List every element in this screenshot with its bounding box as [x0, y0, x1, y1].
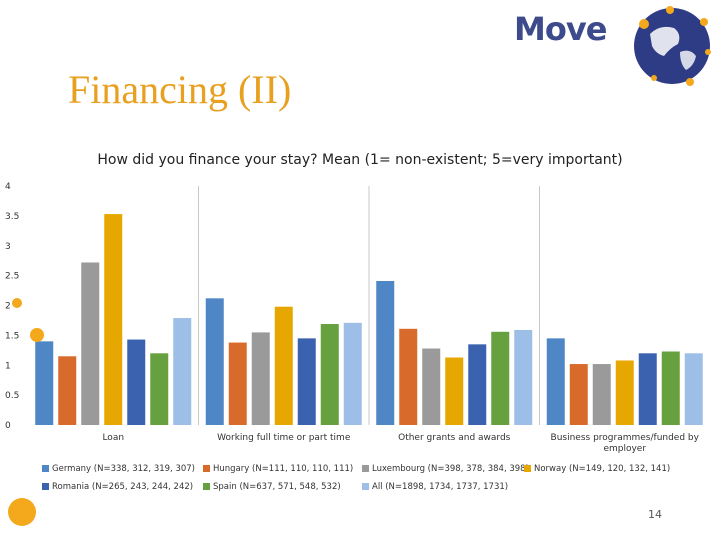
legend-item: All (N=1898, 1734, 1737, 1731) [362, 482, 508, 492]
legend-item: Norway (N=149, 120, 132, 141) [524, 464, 670, 474]
decorative-dot [8, 498, 36, 526]
legend-item: Hungary (N=111, 110, 110, 111) [203, 464, 353, 474]
y-tick-label: 3 [5, 242, 11, 252]
y-tick-label: 1.5 [5, 331, 19, 341]
legend-swatch [203, 465, 210, 472]
category-labels: Loan Working full time or part time Other … [102, 433, 699, 454]
y-tick-label: 2.5 [5, 272, 19, 282]
bar [58, 356, 77, 425]
legend-label: Romania (N=265, 243, 244, 242) [52, 482, 194, 492]
legend-label: Norway (N=149, 120, 132, 141) [534, 464, 671, 474]
legend-item: Spain (N=637, 571, 548, 532) [203, 482, 341, 492]
legend-swatch [362, 465, 369, 472]
y-axis: 0 0.5 1 1.5 2 2.5 3 3.5 4 [5, 182, 19, 431]
bar [638, 353, 657, 425]
bar [376, 281, 395, 425]
y-tick-label: 2 [5, 302, 11, 312]
y-tick-label: 0 [5, 421, 11, 431]
legend-label: Luxembourg (N=398, 378, 384, 398) [372, 464, 529, 474]
bar [205, 298, 224, 425]
legend-swatch [203, 483, 210, 490]
legend-label: Hungary (N=111, 110, 110, 111) [213, 464, 354, 474]
bar [343, 322, 362, 425]
page-number: 14 [648, 508, 662, 521]
bar [445, 357, 464, 425]
chart-title: How did you finance your stay? Mean (1= … [97, 152, 623, 168]
category-label: Business programmes/funded by employer [551, 433, 700, 454]
bar [399, 328, 418, 425]
legend-swatch [42, 465, 49, 472]
bars [35, 186, 703, 425]
legend-label: All (N=1898, 1734, 1737, 1731) [372, 482, 509, 492]
slide-title: Financing (II) [68, 67, 292, 112]
legend-label: Spain (N=637, 571, 548, 532) [213, 482, 341, 492]
y-tick-label: 4 [5, 182, 11, 192]
bar [320, 324, 339, 425]
bar [173, 318, 192, 425]
legend-item: Germany (N=338, 312, 319, 307) [42, 464, 195, 474]
y-tick-label: 3.5 [5, 212, 19, 222]
legend-item: Romania (N=265, 243, 244, 242) [42, 482, 193, 492]
bar [546, 338, 565, 425]
bar [615, 360, 634, 425]
globe-logo-icon [630, 4, 714, 88]
bar [661, 351, 680, 425]
y-tick-label: 0.5 [5, 391, 19, 401]
legend-swatch [524, 465, 531, 472]
bar [274, 306, 293, 425]
bar [592, 364, 611, 425]
bar [491, 331, 510, 425]
legend-label: Germany (N=338, 312, 319, 307) [52, 464, 195, 474]
bar [35, 341, 54, 425]
category-label: Loan [102, 433, 124, 443]
bar [81, 262, 100, 425]
category-label: Other grants and awards [398, 433, 511, 443]
logo-text: Move [514, 10, 607, 48]
decorative-dot [12, 298, 22, 308]
legend-swatch [362, 483, 369, 490]
legend-item: Luxembourg (N=398, 378, 384, 398) [362, 464, 529, 474]
bar [684, 353, 703, 425]
bar [104, 214, 123, 425]
bar [468, 344, 487, 425]
decorative-dot [30, 328, 44, 342]
bar [422, 348, 441, 425]
bar [127, 339, 146, 425]
bar [514, 329, 533, 425]
bar [228, 342, 247, 425]
bar [150, 353, 169, 425]
category-label: Working full time or part time [217, 433, 351, 443]
legend-swatch [42, 483, 49, 490]
bar [569, 364, 588, 425]
y-tick-label: 1 [5, 361, 11, 371]
bar [251, 332, 270, 425]
bar [297, 338, 316, 425]
